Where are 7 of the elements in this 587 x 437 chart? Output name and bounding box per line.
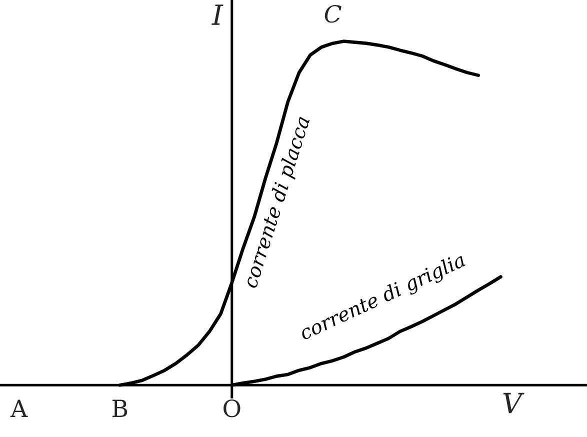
x-tick-label: B — [112, 400, 128, 417]
text: corrente di placca — [242, 115, 314, 290]
x-axis-title: V — [503, 392, 524, 414]
x-tick-label: A — [10, 400, 28, 417]
y-axis-title: I — [212, 4, 224, 25]
text: C — [324, 4, 342, 23]
x-tick-label: O — [224, 399, 240, 418]
